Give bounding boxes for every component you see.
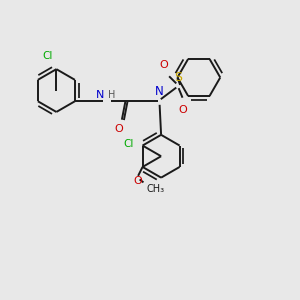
Text: Cl: Cl [124, 139, 134, 149]
Text: N: N [96, 90, 105, 100]
Text: N: N [155, 85, 164, 98]
Text: O: O [178, 105, 187, 115]
Text: O: O [114, 124, 123, 134]
Text: Cl: Cl [43, 51, 53, 61]
Text: H: H [108, 90, 115, 100]
Text: CH₃: CH₃ [146, 184, 165, 194]
Text: O: O [134, 176, 142, 187]
Text: S: S [174, 71, 182, 84]
Text: O: O [159, 60, 168, 70]
